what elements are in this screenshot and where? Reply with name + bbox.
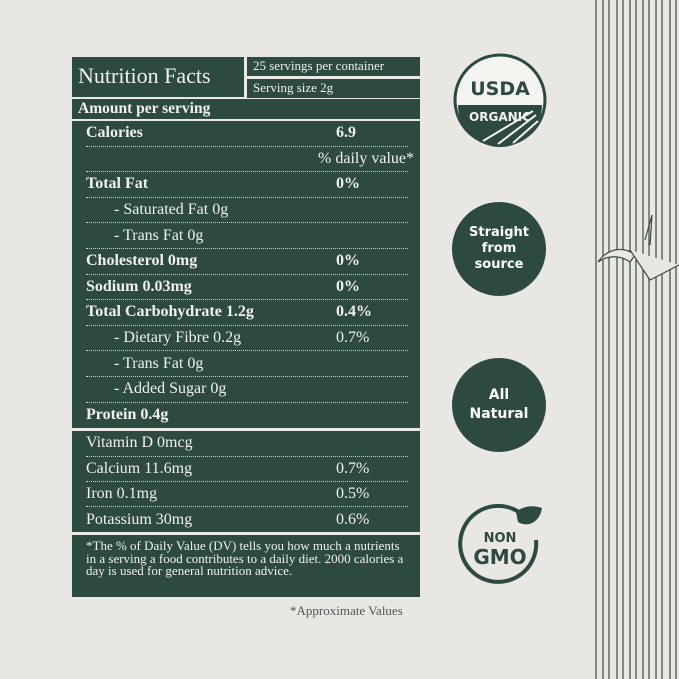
nutrition-facts-title: Nutrition Facts	[72, 57, 244, 97]
bamboo-illustration	[595, 0, 679, 679]
nutrient-value: 0%	[336, 252, 360, 270]
all-natural-badge: All Natural	[452, 358, 546, 452]
nutrient-name: Cholesterol 0mg	[86, 252, 198, 270]
vitamin-name: Calcium 11.6mg	[86, 459, 193, 477]
nutrient-row: - Trans Fat 0g	[86, 223, 408, 249]
nutrient-row: Calories 6.9	[86, 121, 408, 147]
nutrient-value: 0%	[336, 277, 360, 295]
vitamin-value: 0.5%	[336, 485, 370, 503]
nutrient-value: 0.7%	[336, 329, 370, 347]
usda-text: USDA	[470, 78, 530, 100]
vitamin-row: Vitamin D 0mcg	[86, 431, 408, 457]
nutrient-name: Sodium 0.03mg	[86, 277, 192, 295]
straight-from-source-badge: Straight from source	[452, 202, 546, 296]
nutrient-name: Total Carbohydrate 1.2g	[86, 303, 254, 321]
vitamin-row: Potassium 30mg 0.6%	[86, 507, 408, 533]
badge-line: Natural	[469, 406, 529, 422]
non-gmo-icon: NON GMO	[458, 503, 542, 584]
serving-size: Serving size 2g	[247, 79, 420, 98]
vitamin-row: Calcium 11.6mg 0.7%	[86, 456, 408, 482]
daily-value-header: % daily value*	[318, 149, 414, 167]
nutrient-row: - Trans Fat 0g	[86, 351, 408, 377]
nutrient-name: Calories	[86, 124, 143, 142]
vitamin-name: Iron 0.1mg	[86, 485, 158, 503]
nutrient-row: - Dietary Fibre 0.2g 0.7%	[86, 326, 408, 352]
nutrient-row: - Added Sugar 0g	[86, 377, 408, 403]
nutrient-name: Total Fat	[86, 175, 149, 193]
nutrient-name: Protein 0.4g	[86, 406, 169, 424]
vitamins-minerals: Vitamin D 0mcg Calcium 11.6mg 0.7% Iron 0.1…	[72, 431, 420, 532]
vitamin-value: 0.6%	[336, 510, 370, 528]
nutrient-name: - Dietary Fibre 0.2g	[114, 329, 242, 347]
vitamin-value: 0.7%	[336, 459, 370, 477]
badge-line: All	[488, 387, 510, 403]
approximate-values-note: *Approximate Values	[290, 603, 403, 618]
vitamin-name: Potassium 30mg	[86, 510, 193, 528]
servings-per-container: 25 servings per container	[247, 57, 420, 76]
nutrient-name: - Trans Fat 0g	[114, 226, 204, 244]
gmo-text: GMO	[473, 545, 526, 569]
nutrient-name: - Saturated Fat 0g	[114, 201, 229, 219]
usda-organic-icon: USDA ORGANIC	[453, 53, 547, 147]
nutrient-value: 0%	[336, 175, 360, 193]
nutrient-row: Protein 0.4g	[86, 403, 408, 429]
main-nutrients: Calories 6.9 % daily value* Total Fat 0% - Sa…	[72, 121, 420, 428]
nutrient-row: % daily value*	[86, 147, 414, 173]
nutrient-row: - Saturated Fat 0g	[86, 198, 408, 224]
badge-line: from	[481, 241, 517, 256]
vitamin-row: Iron 0.1mg 0.5%	[86, 482, 408, 508]
non-text: NON	[484, 531, 517, 546]
nutrient-name: - Added Sugar 0g	[114, 380, 227, 398]
nutrient-value: 6.9	[336, 124, 356, 142]
nutrient-row: Cholesterol 0mg 0%	[86, 249, 408, 275]
amount-per-serving: Amount per serving	[72, 99, 420, 119]
nutrient-row: Total Carbohydrate 1.2g 0.4%	[86, 300, 408, 326]
badge-line: Straight	[469, 225, 529, 240]
nutrient-row: Total Fat 0%	[86, 172, 408, 198]
nutrient-value: 0.4%	[336, 303, 372, 321]
vitamin-name: Vitamin D 0mcg	[86, 434, 193, 452]
footnote: *The % of Daily Value (DV) tells you how…	[72, 535, 420, 597]
nutrient-row: Sodium 0.03mg 0%	[86, 275, 408, 301]
nutrient-name: - Trans Fat 0g	[114, 354, 204, 372]
badge-line: source	[474, 257, 524, 272]
